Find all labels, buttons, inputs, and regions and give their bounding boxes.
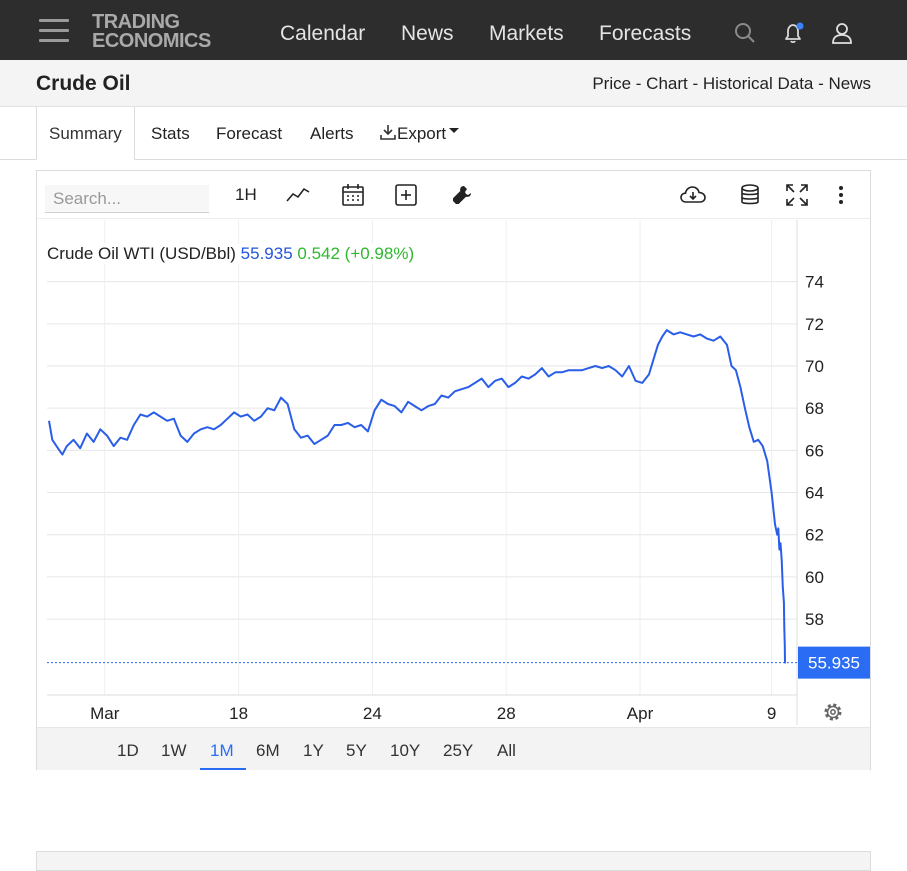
tab-summary[interactable]: Summary — [36, 107, 135, 160]
range-1y[interactable]: 1Y — [303, 741, 324, 760]
x-tick-label: 24 — [363, 704, 382, 723]
range-10y[interactable]: 10Y — [390, 741, 421, 760]
series-name: Crude Oil WTI (USD/Bbl) — [47, 244, 236, 263]
price-series-line — [48, 329, 786, 664]
series-change: 0.542 (+0.98%) — [297, 244, 415, 263]
page-title: Crude Oil — [36, 72, 131, 95]
time-range-selector: 1D 1W 1M 6M 1Y 5Y 10Y 25Y All — [37, 727, 870, 770]
x-tick-label: Mar — [90, 704, 120, 723]
y-tick-label: 74 — [805, 273, 824, 292]
more-vertical-icon[interactable] — [829, 183, 853, 207]
title-bar: Crude Oil Price - Chart - Historical Dat… — [0, 60, 907, 107]
range-all[interactable]: All — [497, 741, 516, 760]
chart-toolbar: Search... 1H — [37, 171, 870, 219]
menu-icon[interactable] — [39, 19, 69, 43]
nav-calendar[interactable]: Calendar — [280, 22, 366, 45]
tab-export[interactable]: Export — [379, 107, 460, 160]
export-label: Export — [397, 124, 447, 143]
chart-card: Search... 1H — [36, 170, 871, 770]
notification-bell-icon[interactable] — [780, 20, 806, 46]
last-price-badge-label: 55.935 — [808, 654, 860, 673]
calendar-icon[interactable] — [341, 183, 365, 207]
interval-selector[interactable]: 1H — [235, 185, 257, 204]
logo-line-1: TRADING — [92, 11, 180, 33]
y-tick-label: 58 — [805, 610, 824, 629]
x-tick-label: 9 — [767, 704, 776, 723]
y-tick-label: 64 — [805, 484, 824, 503]
range-5y[interactable]: 5Y — [346, 741, 367, 760]
y-tick-label: 66 — [805, 441, 824, 460]
symbol-search-input[interactable]: Search... — [45, 185, 209, 213]
y-tick-label: 68 — [805, 399, 824, 418]
price-chart[interactable]: 58 60 62 64 66 68 70 72 74 Mar 18 24 28 Apr 9 55.935 Cr… — [37, 220, 870, 727]
wrench-icon[interactable] — [450, 183, 474, 207]
chart-settings-gear-icon[interactable] — [824, 703, 842, 721]
logo-line-2: ECONOMICS — [92, 30, 211, 52]
range-1m[interactable]: 1M — [210, 741, 234, 760]
range-1w[interactable]: 1W — [161, 741, 187, 760]
caret-down-icon — [449, 128, 460, 133]
range-1d[interactable]: 1D — [117, 741, 139, 760]
fullscreen-icon[interactable] — [785, 183, 809, 207]
notification-dot — [796, 22, 804, 30]
y-tick-label: 62 — [805, 526, 824, 545]
tab-forecast[interactable]: Forecast — [216, 124, 283, 143]
range-25y[interactable]: 25Y — [443, 741, 474, 760]
line-chart-icon[interactable] — [286, 183, 310, 207]
range-6m[interactable]: 6M — [256, 741, 280, 760]
x-tick-label: Apr — [627, 704, 654, 723]
x-tick-label: 28 — [497, 704, 516, 723]
y-tick-label: 60 — [805, 568, 824, 587]
nav-news[interactable]: News — [401, 22, 454, 45]
download-icon — [380, 125, 396, 140]
y-tick-label: 72 — [805, 315, 824, 334]
download-cloud-icon[interactable] — [679, 183, 707, 207]
x-tick-label: 18 — [229, 704, 248, 723]
nav-forecasts[interactable]: Forecasts — [599, 22, 692, 45]
top-navigation-bar: TRADING ECONOMICS Calendar News Markets … — [0, 0, 907, 60]
database-icon[interactable] — [738, 183, 762, 207]
next-section-panel — [36, 851, 871, 871]
chart-legend: Crude Oil WTI (USD/Bbl) 55.935 0.542 (+0… — [47, 244, 419, 264]
tab-alerts[interactable]: Alerts — [310, 124, 354, 143]
price-chart-svg: 58 60 62 64 66 68 70 72 74 Mar 18 24 28 Apr 9 55.935 — [47, 220, 870, 725]
last-price-badge — [798, 646, 870, 679]
tab-bar: Summary Stats Forecast Alerts Export — [0, 107, 907, 160]
nav-markets[interactable]: Markets — [489, 22, 564, 45]
user-icon[interactable] — [829, 20, 855, 46]
active-range-underline — [200, 768, 246, 770]
logo[interactable]: TRADING ECONOMICS — [92, 11, 211, 52]
series-last-price: 55.935 — [240, 244, 293, 263]
add-indicator-icon[interactable] — [394, 183, 418, 207]
y-tick-label: 70 — [805, 357, 824, 376]
section-links[interactable]: Price - Chart - Historical Data - News — [592, 74, 871, 93]
search-icon[interactable] — [732, 20, 758, 46]
tab-stats[interactable]: Stats — [151, 124, 190, 143]
